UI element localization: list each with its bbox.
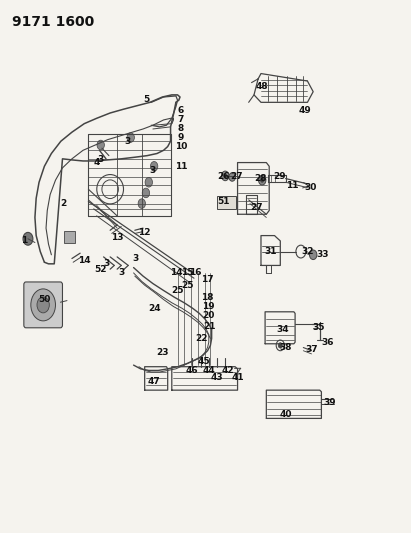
- Text: 23: 23: [156, 349, 169, 357]
- Text: 17: 17: [201, 276, 214, 284]
- Circle shape: [37, 297, 49, 313]
- Text: 3: 3: [124, 137, 131, 146]
- Text: 49: 49: [298, 107, 312, 115]
- Text: 13: 13: [111, 233, 123, 241]
- Text: 11: 11: [286, 181, 298, 190]
- Text: 41: 41: [231, 373, 244, 382]
- Text: 24: 24: [148, 304, 160, 312]
- Text: 29: 29: [273, 173, 286, 181]
- Circle shape: [145, 177, 152, 187]
- Circle shape: [142, 188, 150, 198]
- Circle shape: [229, 173, 236, 181]
- Bar: [64, 231, 75, 243]
- Text: 26: 26: [218, 173, 230, 181]
- Text: 43: 43: [211, 373, 223, 382]
- Text: 3: 3: [118, 269, 125, 277]
- Text: 33: 33: [316, 251, 329, 259]
- Text: 6: 6: [178, 107, 184, 115]
- Text: 28: 28: [255, 174, 267, 183]
- Text: 27: 27: [230, 173, 242, 181]
- Text: 39: 39: [323, 398, 336, 407]
- Text: 1: 1: [21, 237, 27, 245]
- Text: 11: 11: [175, 162, 187, 171]
- Text: 3: 3: [132, 254, 139, 263]
- Circle shape: [222, 171, 229, 181]
- Text: 35: 35: [312, 324, 325, 332]
- Text: 12: 12: [138, 228, 150, 237]
- Text: 3: 3: [97, 156, 104, 164]
- Circle shape: [224, 174, 227, 178]
- Text: 25: 25: [171, 286, 184, 295]
- FancyBboxPatch shape: [24, 282, 62, 328]
- Text: 15: 15: [181, 269, 193, 277]
- Text: 2: 2: [60, 199, 67, 208]
- Text: 40: 40: [279, 410, 292, 419]
- Text: 3: 3: [104, 260, 110, 268]
- Text: 34: 34: [277, 325, 289, 334]
- Circle shape: [259, 175, 266, 185]
- Circle shape: [31, 289, 55, 321]
- Text: 14: 14: [78, 256, 90, 264]
- Text: 46: 46: [186, 366, 199, 375]
- Text: 31: 31: [264, 247, 277, 256]
- Text: 19: 19: [202, 302, 215, 311]
- Text: 8: 8: [178, 125, 184, 133]
- Bar: [217, 196, 236, 209]
- Text: 30: 30: [304, 183, 316, 192]
- Text: 36: 36: [322, 338, 334, 346]
- Text: 47: 47: [148, 377, 161, 385]
- Circle shape: [309, 250, 317, 260]
- Text: 44: 44: [202, 366, 215, 375]
- Text: 20: 20: [203, 311, 215, 320]
- Circle shape: [278, 343, 282, 348]
- Text: 52: 52: [95, 265, 107, 273]
- Circle shape: [150, 161, 158, 171]
- Text: 5: 5: [143, 95, 149, 104]
- Circle shape: [127, 133, 134, 142]
- Text: 38: 38: [279, 343, 292, 352]
- Text: 48: 48: [256, 82, 268, 91]
- Text: 18: 18: [201, 293, 214, 302]
- Text: 10: 10: [175, 142, 187, 151]
- Text: 37: 37: [305, 345, 318, 353]
- Text: 32: 32: [301, 247, 314, 256]
- Text: 9: 9: [178, 133, 184, 142]
- Text: 25: 25: [181, 281, 193, 289]
- Text: 45: 45: [197, 357, 210, 366]
- Text: 16: 16: [189, 269, 201, 277]
- Circle shape: [97, 140, 104, 150]
- Text: 50: 50: [38, 295, 51, 304]
- Text: 3: 3: [149, 166, 155, 175]
- Text: 51: 51: [218, 197, 230, 206]
- Text: 22: 22: [195, 334, 208, 343]
- Circle shape: [23, 232, 33, 245]
- Circle shape: [261, 178, 264, 182]
- Text: 7: 7: [178, 116, 184, 124]
- Text: 14: 14: [171, 269, 183, 277]
- Text: 9171 1600: 9171 1600: [12, 15, 94, 29]
- Text: 4: 4: [93, 158, 100, 167]
- Circle shape: [138, 199, 145, 208]
- Text: 42: 42: [222, 366, 234, 375]
- Text: 27: 27: [251, 204, 263, 212]
- Text: 21: 21: [203, 322, 216, 330]
